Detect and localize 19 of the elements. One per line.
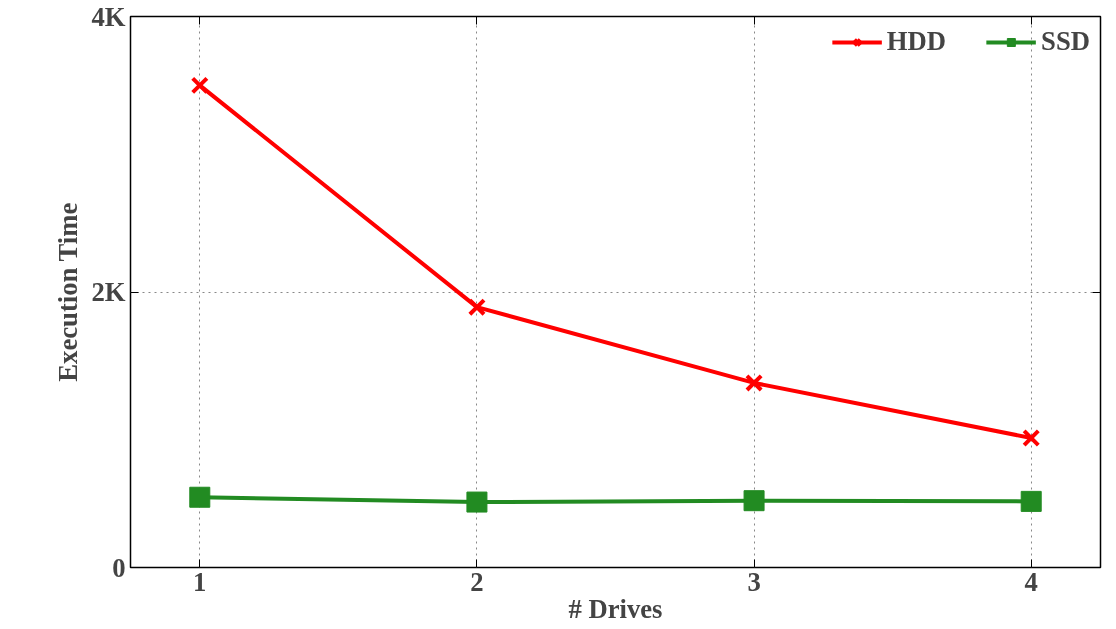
point <box>1020 490 1042 512</box>
x-tick-label: 2 <box>470 566 484 597</box>
y-axis-title: Execution Time <box>53 202 84 382</box>
y-tick-label: 2K <box>91 277 126 307</box>
point <box>466 491 488 513</box>
legend-label: HDD <box>886 26 947 57</box>
point <box>189 486 211 508</box>
x-tick-label: 3 <box>747 566 761 597</box>
x-axis-title: # Drives <box>568 593 663 624</box>
x-tick-label: 1 <box>193 566 207 597</box>
point <box>190 76 209 95</box>
point <box>745 373 764 392</box>
point <box>1022 428 1041 448</box>
point <box>743 490 765 512</box>
point <box>467 298 486 317</box>
y-tick-label: 0 <box>112 552 126 583</box>
x-tick-label: 4 <box>1024 566 1038 597</box>
legend-label: SSD <box>1041 26 1090 57</box>
y-tick-label: 4K <box>91 1 126 32</box>
